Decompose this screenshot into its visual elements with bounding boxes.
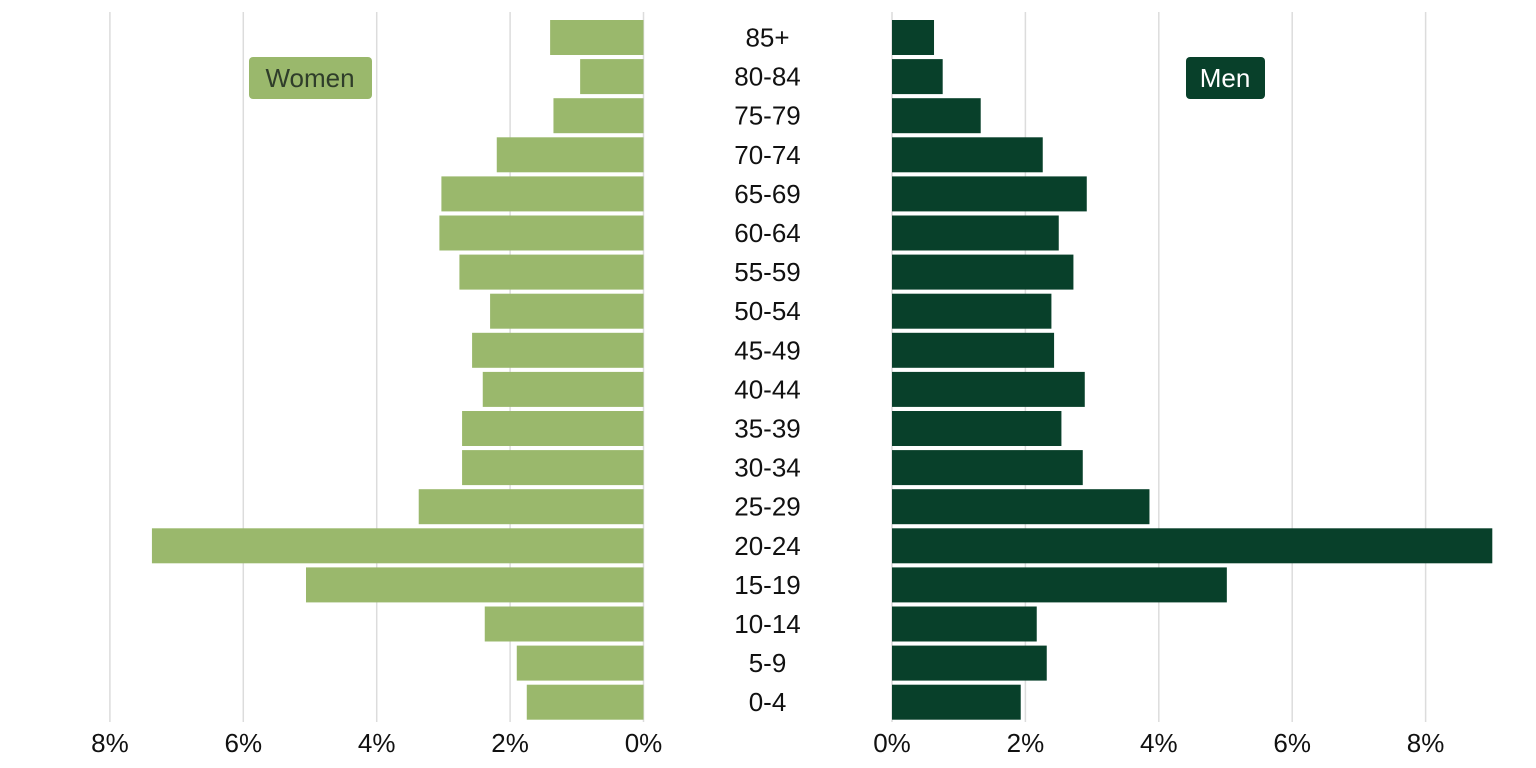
bar-men <box>892 98 981 134</box>
tick-label-right: 8% <box>1407 728 1445 758</box>
age-group-label: 0-4 <box>749 687 787 717</box>
bar-women <box>472 332 644 368</box>
tick-label-right: 2% <box>1007 728 1045 758</box>
bar-women <box>482 371 644 407</box>
bar-men <box>892 528 1493 564</box>
bar-men <box>892 215 1059 251</box>
bar-men <box>892 450 1083 486</box>
age-group-label: 50-54 <box>734 296 801 326</box>
legend-women: Women <box>249 57 372 99</box>
bar-men <box>892 254 1074 290</box>
age-group-label: 20-24 <box>734 531 801 561</box>
bar-men <box>892 20 935 55</box>
bar-men <box>892 567 1227 603</box>
age-group-label: 30-34 <box>734 453 801 483</box>
age-group-label: 85+ <box>745 23 789 53</box>
bar-men <box>892 606 1037 642</box>
bar-men <box>892 137 1043 173</box>
age-group-label: 60-64 <box>734 218 801 248</box>
legend-men: Men <box>1186 57 1265 99</box>
age-group-label: 55-59 <box>734 257 801 287</box>
age-group-label: 80-84 <box>734 62 801 92</box>
tick-label-right: 4% <box>1140 728 1178 758</box>
bar-women <box>484 606 644 642</box>
tick-label-right: 0% <box>873 728 911 758</box>
bar-women <box>441 176 644 212</box>
tick-label-left: 2% <box>491 728 529 758</box>
legend-men-box <box>1186 57 1265 99</box>
age-group-label: 5-9 <box>749 648 787 678</box>
bar-women <box>459 254 644 290</box>
tick-label-right: 6% <box>1273 728 1311 758</box>
bar-men <box>892 293 1052 329</box>
bar-men <box>892 645 1047 681</box>
age-group-label: 35-39 <box>734 414 801 444</box>
bar-women <box>496 137 644 173</box>
tick-label-left: 0% <box>625 728 663 758</box>
tick-label-left: 4% <box>358 728 396 758</box>
bar-women <box>151 528 644 564</box>
bar-men <box>892 59 943 95</box>
bars <box>151 20 1493 720</box>
tick-label-left: 8% <box>91 728 129 758</box>
age-group-label: 10-14 <box>734 609 801 639</box>
bar-women <box>550 20 644 55</box>
bar-men <box>892 332 1055 368</box>
bar-women <box>553 98 644 134</box>
bar-women <box>305 567 644 603</box>
bar-men <box>892 684 1021 720</box>
bar-men <box>892 371 1085 407</box>
bar-women <box>462 411 644 446</box>
bar-women <box>462 450 644 486</box>
legend-women-label: Women <box>265 63 354 93</box>
bar-men <box>892 489 1150 525</box>
tick-label-left: 6% <box>225 728 263 758</box>
bar-women <box>418 489 644 525</box>
age-group-label: 75-79 <box>734 101 801 131</box>
age-group-label: 70-74 <box>734 140 801 170</box>
bar-women <box>490 293 644 329</box>
bar-men <box>892 411 1062 446</box>
bar-women <box>580 59 644 95</box>
bar-men <box>892 176 1087 212</box>
age-group-label: 65-69 <box>734 179 801 209</box>
bar-women <box>526 684 644 720</box>
age-group-labels: 85+ 80-84 75-79 70-74 65-69 60-64 55-59 50-54 45… <box>734 23 801 718</box>
age-group-label: 40-44 <box>734 374 801 404</box>
age-group-label: 15-19 <box>734 570 801 600</box>
bar-women <box>516 645 644 681</box>
age-group-label: 25-29 <box>734 492 801 522</box>
x-axis-tick-labels: 8% 6% 4% 2% 0% 0% 2% 4% 6% 8% <box>91 728 1444 758</box>
age-group-label: 45-49 <box>734 335 801 365</box>
bar-women <box>439 215 644 251</box>
legend-women-box <box>249 57 372 99</box>
legend-men-label: Men <box>1200 63 1251 93</box>
